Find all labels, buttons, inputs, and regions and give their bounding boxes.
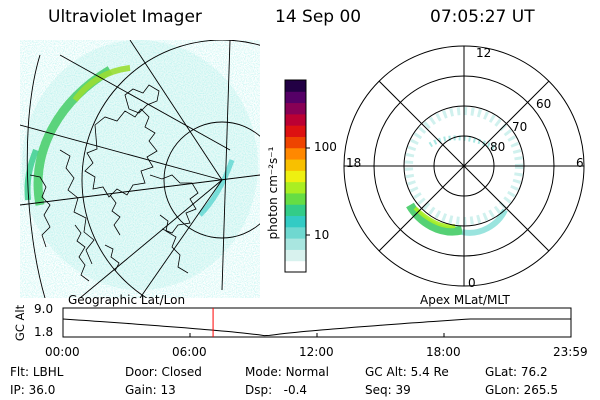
colorbar-tick-10: 10 <box>314 228 330 242</box>
colorbar-segment <box>285 125 306 137</box>
info-mode: Mode: Normal <box>245 365 329 379</box>
xtick-0000: 00:00 <box>45 345 80 359</box>
colorbar-segment <box>285 181 306 194</box>
info-ip: IP: 36.0 <box>10 383 56 397</box>
apex-caption: Apex MLat/MLT <box>420 293 510 307</box>
mlt-label-0: 0 <box>468 276 476 290</box>
colorbar-segment <box>285 147 306 160</box>
altitude-ytick-high: 9.0 <box>34 302 54 316</box>
lat-label-60: 60 <box>536 97 552 111</box>
info-gc-alt: GC Alt: 5.4 Re <box>365 365 449 379</box>
time-label: 07:05:27 UT <box>430 7 535 27</box>
lat-label-70: 70 <box>512 120 528 134</box>
colorbar-unit-label: photon cm⁻²s⁻¹ <box>266 146 280 240</box>
mlt-label-6: 6 <box>576 156 584 170</box>
polar-plot <box>343 45 585 287</box>
date-label: 14 Sep 00 <box>275 7 362 27</box>
mlt-label-18: 18 <box>346 156 362 170</box>
colorbar-gradient <box>285 80 306 273</box>
info-flt: Flt: LBHL <box>10 365 64 379</box>
altitude-plot <box>62 307 572 338</box>
colorbar-segment <box>285 238 306 250</box>
info-glat: GLat: 76.2 <box>485 365 548 379</box>
geographic-map <box>20 40 260 298</box>
colorbar-segment <box>285 136 306 149</box>
xtick-0600: 06:00 <box>172 345 207 359</box>
mlt-label-12: 12 <box>476 46 492 60</box>
colorbar-segment <box>285 91 306 104</box>
altitude-x-ticks <box>62 333 572 337</box>
colorbar-segment <box>285 215 306 228</box>
instrument-title: Ultraviolet Imager <box>48 7 202 27</box>
colorbar-segment <box>285 170 306 183</box>
colorbar-segment <box>285 226 306 239</box>
lat-label-80: 80 <box>490 140 506 154</box>
colorbar <box>284 79 310 273</box>
xtick-1800: 18:00 <box>426 345 461 359</box>
info-door: Door: Closed <box>125 365 202 379</box>
info-glon: GLon: 265.5 <box>485 383 558 397</box>
xtick-1200: 12:00 <box>299 345 334 359</box>
altitude-ylabel: GC Alt <box>13 304 27 342</box>
info-seq: Seq: 39 <box>365 383 411 397</box>
info-dsp: Dsp: -0.4 <box>245 383 308 397</box>
altitude-curve <box>62 318 571 337</box>
colorbar-segment <box>285 204 306 217</box>
xtick-2359: 23:59 <box>553 345 588 359</box>
colorbar-segment <box>285 249 306 262</box>
geographic-caption: Geographic Lat/Lon <box>68 293 186 307</box>
colorbar-segment <box>285 260 306 273</box>
colorbar-segment <box>285 102 306 115</box>
colorbar-segment <box>285 80 306 92</box>
colorbar-segment <box>285 192 306 205</box>
colorbar-tick-100: 100 <box>314 140 337 154</box>
info-gain: Gain: 13 <box>125 383 176 397</box>
colorbar-segment <box>285 113 306 126</box>
colorbar-segment <box>285 159 306 171</box>
altitude-ytick-low: 1.8 <box>34 325 54 339</box>
